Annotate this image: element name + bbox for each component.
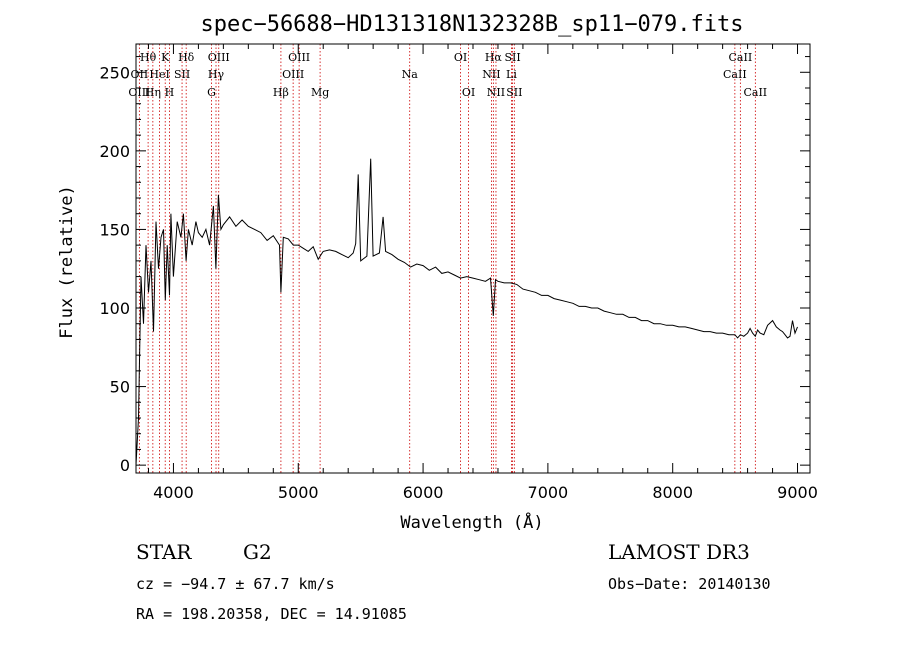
spectral-line-label: Hδ — [178, 51, 195, 64]
spectral-line-label: SII — [506, 86, 522, 99]
x-axis-label: Wavelength (Å) — [400, 511, 543, 533]
spectral-line-label: G — [207, 86, 216, 99]
spectral-line-label: H — [165, 86, 175, 99]
spectral-line-label: Mg — [311, 86, 329, 99]
spectral-subclass: G2 — [243, 540, 272, 564]
survey-name: LAMOST DR3 — [608, 540, 750, 564]
spectral-line-label: HeI — [149, 68, 169, 81]
spectral-line-label: Hθ — [140, 51, 157, 64]
spectral-line-label: OII — [131, 68, 149, 81]
spectral-line-label: SII — [504, 51, 520, 64]
spectrum-line — [135, 158, 798, 466]
x-tick-label: 9000 — [777, 483, 818, 502]
x-tick-label: 4000 — [153, 483, 194, 502]
spectral-line-label: OI — [454, 51, 467, 64]
y-tick-label: 150 — [99, 220, 130, 239]
spectral-line-labels: Hθ OII OIII K HeI Hη Hδ SII H OIII Hγ G OIII OIII Hβ Mg… — [128, 51, 767, 99]
spectral-line-label: OIII — [282, 68, 304, 81]
x-tick-label: 5000 — [278, 483, 319, 502]
spectral-line-label: Li — [506, 68, 517, 81]
y-tick-label: 250 — [99, 63, 130, 82]
object-class: STAR — [136, 540, 192, 564]
y-tick-label: 0 — [120, 456, 130, 475]
spectral-line-label: Hβ — [273, 86, 289, 99]
y-tick-label: 100 — [99, 299, 130, 318]
spectral-line-label: Hγ — [208, 68, 225, 81]
spectral-line-label: OIII — [288, 51, 310, 64]
chart-title: spec−56688−HD131318N132328B_sp11−079.fit… — [200, 12, 743, 37]
spectral-line-label: Hα — [485, 51, 503, 64]
redshift-velocity: cz = −94.7 ± 67.7 km/s — [136, 575, 335, 593]
spectral-line-label: OI — [462, 86, 475, 99]
sky-coordinates: RA = 198.20358, DEC = 14.91085 — [136, 605, 407, 623]
observation-date: Obs−Date: 20140130 — [608, 575, 771, 593]
spectral-line-label: CaII — [729, 51, 753, 64]
y-axis-ticks: 0 50 100 150 200 250 — [99, 56, 810, 475]
spectral-line-markers — [138, 44, 756, 473]
spectral-line-label: SII — [174, 68, 190, 81]
spectral-line-label: CaII — [723, 68, 747, 81]
x-tick-label: 6000 — [403, 483, 444, 502]
x-axis-ticks: 4000 5000 6000 7000 8000 9000 — [147, 44, 818, 502]
spectral-line-label: Na — [402, 68, 419, 81]
y-tick-label: 200 — [99, 142, 130, 161]
spectral-line-label: Hη — [145, 86, 161, 99]
spectral-line-label: OIII — [208, 51, 230, 64]
x-tick-label: 8000 — [652, 483, 693, 502]
spectral-line-label: NII — [487, 86, 505, 99]
x-tick-label: 7000 — [528, 483, 569, 502]
spectral-line-label: OIII — [128, 86, 150, 99]
spectral-line-label: K — [161, 51, 170, 64]
spectral-line-label: CaII — [743, 86, 767, 99]
spectral-line-label: NII — [482, 68, 500, 81]
y-axis-label: Flux (relative) — [57, 185, 77, 339]
plot-frame — [135, 43, 811, 474]
y-tick-label: 50 — [110, 378, 130, 397]
